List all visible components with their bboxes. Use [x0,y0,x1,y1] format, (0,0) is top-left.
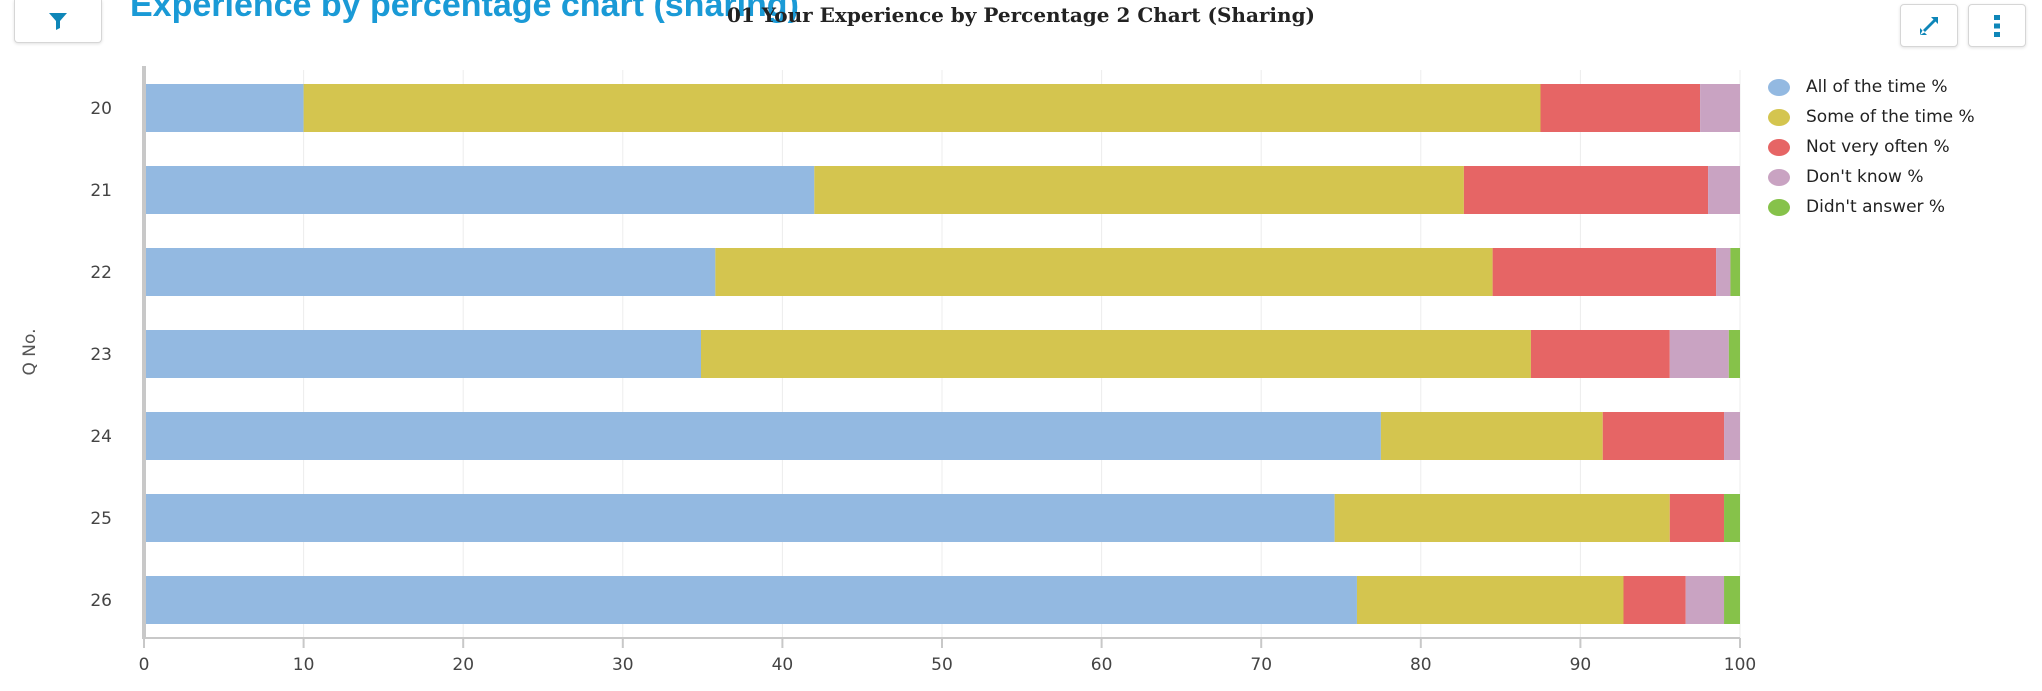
x-tick-label: 100 [1724,655,1756,675]
bar-segment [1380,412,1603,460]
bar-segment [144,330,702,378]
bar-segment [1724,412,1740,460]
y-tick-label: 26 [90,591,112,611]
filter-icon [49,13,67,30]
y-tick-label: 20 [90,99,112,119]
x-tick-label: 10 [293,655,315,675]
x-tick-label: 30 [612,655,634,675]
legend-label: Not very often % [1806,137,1950,157]
bar-segment [1530,330,1670,378]
filter-button[interactable] [14,0,102,43]
chart-legend: All of the time % Some of the time % Not v… [1768,72,1975,222]
legend-item[interactable]: Didn't answer % [1768,192,1975,222]
y-tick-label: 21 [90,181,112,201]
legend-swatch [1768,168,1790,186]
bar-segment [1334,494,1670,542]
legend-swatch [1768,138,1790,156]
y-tick-label: 22 [90,263,112,283]
more-options-button[interactable] [1968,4,2026,47]
bar-segment [1463,166,1709,214]
bar-segment [144,494,1335,542]
page-title: Experience by percentage chart (sharing) [130,0,799,24]
bar-segment [1669,330,1729,378]
y-tick-label: 24 [90,427,112,447]
y-tick-label: 23 [90,345,112,365]
legend-label: Didn't answer % [1806,197,1946,217]
legend-swatch [1768,78,1790,96]
bar-segment [1724,576,1740,624]
bar-segment [1685,576,1725,624]
chart-title: 01 Your Experience by Percentage 2 Chart… [726,3,1316,27]
expand-button[interactable] [1900,4,1958,47]
legend-swatch [1768,108,1790,126]
legend-label: Don't know % [1806,167,1924,187]
bar-segment [1708,166,1740,214]
legend-item[interactable]: Don't know % [1768,162,1975,192]
legend-item[interactable]: Not very often % [1768,132,1975,162]
bar-segment [144,84,304,132]
legend-swatch [1768,198,1790,216]
bar-segment [1540,84,1701,132]
more-vertical-icon [1994,14,2000,37]
bar-segment [303,84,1541,132]
legend-label: Some of the time % [1806,107,1975,127]
bar-segment [814,166,1464,214]
bar-segment [1730,248,1740,296]
x-tick-label: 50 [931,655,953,675]
bar-segment [1602,412,1725,460]
legend-label: All of the time % [1806,77,1948,97]
bar-segment [1669,494,1725,542]
bar-segment [144,576,1357,624]
bar-segment [1724,494,1740,542]
x-tick-label: 40 [772,655,794,675]
x-tick-label: 60 [1091,655,1113,675]
bar-segment [144,412,1381,460]
x-tick-label: 0 [139,655,150,675]
x-tick-label: 90 [1570,655,1592,675]
x-tick-label: 20 [452,655,474,675]
bar-segment [1716,248,1731,296]
legend-item[interactable]: All of the time % [1768,72,1975,102]
bar-segment [144,248,716,296]
bar-segment [715,248,1493,296]
bar-segment [1623,576,1686,624]
bar-segment [1700,84,1740,132]
bar-segment [1356,576,1624,624]
x-tick-label: 70 [1250,655,1272,675]
legend-item[interactable]: Some of the time % [1768,102,1975,132]
bar-segment [1492,248,1717,296]
bar-segment [144,166,815,214]
bar-segment [1728,330,1740,378]
y-tick-label: 25 [90,509,112,529]
expand-icon [1920,16,1938,35]
bar-segment [701,330,1531,378]
x-tick-label: 80 [1410,655,1432,675]
